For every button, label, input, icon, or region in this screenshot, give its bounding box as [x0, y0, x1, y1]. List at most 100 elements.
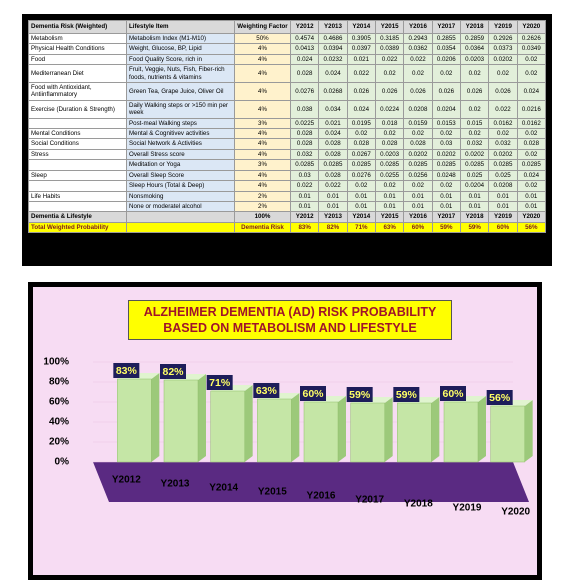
- table-cell: 0.022: [318, 180, 348, 192]
- table-cell: 4%: [234, 99, 291, 119]
- table-cell: 0.2859: [459, 32, 490, 45]
- table-cell: 83%: [289, 221, 320, 234]
- bar-side: [244, 385, 253, 462]
- table-cell: 0.021: [346, 53, 376, 66]
- table-cell: Y2017: [431, 20, 461, 34]
- table-cell: 0.024: [346, 99, 376, 119]
- table-cell: 0.02: [403, 180, 433, 192]
- table-cell: Green Tea, Grape Juice, Oliver Oil: [126, 82, 235, 101]
- table-cell: Y2020: [516, 211, 547, 223]
- table-cell: Y2013: [318, 20, 348, 34]
- table-cell: Overall Stress score: [126, 148, 235, 161]
- table-cell: Metabolism Index (M1-M10): [126, 32, 235, 45]
- table-cell: 0.01: [459, 190, 490, 202]
- chart-title: ALZHEIMER DEMENTIA (AD) RISK PROBABILITY…: [128, 300, 452, 340]
- table-cell: 0.02: [403, 64, 433, 84]
- table-cell: 0.028: [403, 138, 433, 150]
- table-cell: Mediterranean Diet: [28, 64, 127, 84]
- table-cell: Weighting Factor: [234, 20, 291, 34]
- table-cell: 0.0202: [459, 148, 490, 161]
- table-cell: None or moderatel alcohol: [126, 200, 235, 213]
- table-cell: 82%: [318, 221, 348, 234]
- table-row: Dementia Risk (Weighted) Lifestyle Item We…: [28, 20, 547, 34]
- table-row: Life Habits Nonsmoking 2% 0.01 0.01 0.01 0.01 0…: [28, 190, 547, 202]
- bar-side: [291, 393, 300, 462]
- table-cell: Exercise (Duration & Strength): [28, 99, 127, 119]
- table-cell: 0.0204: [459, 180, 490, 192]
- table-cell: 60%: [403, 221, 433, 234]
- table-row: Meditation or Yoga 3% 0.0285 0.0285 0.0285 0.…: [28, 159, 547, 171]
- table-row: Sleep Hours (Total & Deep) 4% 0.022 0.022 0.…: [28, 180, 547, 192]
- table-cell: 0.026: [488, 82, 518, 101]
- table-cell: 0.0153: [431, 117, 461, 130]
- table-cell: 0.3905: [346, 32, 376, 45]
- table-cell: 0.0208: [488, 180, 518, 192]
- table-frame: Dementia Risk (Weighted) Lifestyle Item We…: [22, 14, 552, 266]
- table-row: Stress Overall Stress score 4% 0.032 0.028 0.…: [28, 148, 547, 161]
- table-cell: 0.0248: [431, 169, 461, 182]
- table-cell: Overall Sleep Score: [126, 169, 235, 182]
- value-label-box: [160, 364, 186, 379]
- y-tick-label: 60%: [49, 397, 69, 408]
- x-tick-label: Y2018: [404, 499, 433, 510]
- table-cell: 60%: [488, 221, 518, 234]
- table-cell: 0.0397: [346, 43, 376, 55]
- table-cell: 0.028: [516, 138, 547, 150]
- table-cell: 0.032: [488, 138, 518, 150]
- table-cell: 0.03: [431, 138, 461, 150]
- table-cell: 4%: [234, 169, 291, 182]
- table-cell: 0.0394: [318, 43, 348, 55]
- table-cell: Mental & Cognitivev activities: [126, 128, 235, 140]
- table-cell: 0.028: [318, 138, 348, 150]
- x-tick-label: Y2015: [258, 487, 287, 498]
- bar: [303, 401, 339, 463]
- table-cell: 0.0349: [516, 43, 547, 55]
- table-cell: 0.01: [459, 200, 490, 213]
- table-cell: 0.0285: [318, 159, 348, 171]
- table-row: Metabolism Metabolism Index (M1-M10) 50% 0.…: [28, 32, 547, 45]
- table-cell: 0.4574: [289, 32, 320, 45]
- y-tick-label: 0%: [55, 457, 70, 468]
- table-cell: 0.026: [459, 82, 490, 101]
- table-cell: 0.0159: [403, 117, 433, 130]
- table-cell: 0.01: [431, 200, 461, 213]
- table-cell: Meditation or Yoga: [126, 159, 235, 171]
- y-tick-label: 80%: [49, 377, 69, 388]
- table-cell: Y2013: [318, 211, 348, 223]
- table-cell: 59%: [431, 221, 461, 234]
- table-cell: 0.03: [289, 169, 320, 182]
- table-cell: 0.022: [346, 64, 376, 84]
- table-cell: 0.024: [516, 169, 547, 182]
- x-tick-label: Y2014: [209, 483, 238, 494]
- table-cell: 0.0206: [431, 53, 461, 66]
- table-cell: 0.0203: [374, 148, 405, 161]
- table-cell: 0.02: [459, 99, 490, 119]
- table-row: Exercise (Duration & Strength) Daily Walk…: [28, 99, 547, 119]
- table-cell: 71%: [346, 221, 376, 234]
- table-cell: Y2016: [403, 20, 433, 34]
- table-cell: 0.01: [431, 190, 461, 202]
- table-cell: 0.015: [459, 117, 490, 130]
- table-cell: 0.01: [318, 190, 348, 202]
- table-cell: Dementia Risk (Weighted): [28, 20, 127, 34]
- table-cell: 0.02: [459, 64, 490, 84]
- table-cell: 0.2943: [403, 32, 433, 45]
- table-cell: 0.0162: [516, 117, 547, 130]
- value-label-box: [393, 387, 420, 402]
- table-cell: Physical Health Conditions: [28, 43, 127, 55]
- bar: [397, 402, 432, 463]
- table-cell: 4%: [234, 138, 291, 150]
- value-label-box: [253, 383, 280, 398]
- table-cell: 0.018: [374, 117, 405, 130]
- table-cell: Y2014: [346, 20, 376, 34]
- table-cell: Y2019: [488, 211, 518, 223]
- table-cell: Total Weighted Probability: [28, 221, 127, 234]
- table-cell: Y2017: [431, 211, 461, 223]
- table-cell: 0.025: [488, 169, 518, 182]
- table-cell: 0.0276: [346, 169, 376, 182]
- chart-frame: 0% 20% 40% 60% 80% 100% Y2012 83% Y2013 82% Y2014 7…: [28, 282, 542, 580]
- table-cell: Social Network & Activities: [126, 138, 235, 150]
- table-cell: 0.2855: [431, 32, 461, 45]
- table-cell: 0.01: [289, 190, 320, 202]
- table-cell: 0.02: [431, 128, 461, 140]
